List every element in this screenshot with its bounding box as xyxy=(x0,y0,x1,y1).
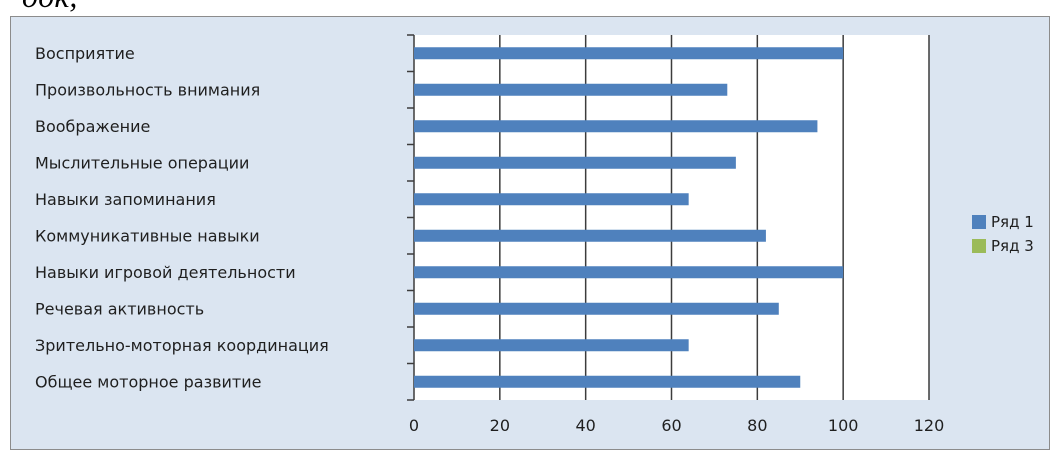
x-tick-label: 100 xyxy=(828,416,859,435)
legend-swatch xyxy=(972,215,986,229)
category-label: Общее моторное развитие xyxy=(35,372,261,391)
x-tick-label: 20 xyxy=(490,416,510,435)
bar-ryad-1 xyxy=(414,266,844,279)
category-label: Восприятие xyxy=(35,44,135,63)
category-label: Мыслительные операции xyxy=(35,153,249,172)
bar-ryad-1 xyxy=(414,375,801,388)
category-label: Произвольность внимания xyxy=(35,80,260,99)
bar-ryad-1 xyxy=(414,83,728,96)
category-label: Речевая активность xyxy=(35,299,204,318)
legend-label: Ряд 3 xyxy=(991,237,1034,255)
cropped-heading-fragment: ддк, xyxy=(22,0,77,15)
category-label: Навыки игровой деятельности xyxy=(35,263,296,282)
bar-ryad-1 xyxy=(414,339,689,352)
x-tick-label: 40 xyxy=(575,416,595,435)
x-tick-label: 60 xyxy=(661,416,681,435)
category-label: Коммуникативные навыки xyxy=(35,226,260,245)
category-label: Навыки запоминания xyxy=(35,190,216,209)
bar-ryad-1 xyxy=(414,156,736,169)
bar-ryad-1 xyxy=(414,229,766,242)
category-label: Воображение xyxy=(35,117,150,136)
bar-ryad-1 xyxy=(414,120,818,133)
x-tick-label: 120 xyxy=(914,416,945,435)
category-label: Зрительно-моторная координация xyxy=(35,336,329,355)
legend-swatch xyxy=(972,239,986,253)
bar-ryad-1 xyxy=(414,47,844,60)
bar-ryad-1 xyxy=(414,193,689,206)
x-tick-label: 80 xyxy=(747,416,767,435)
x-tick-label: 0 xyxy=(409,416,419,435)
legend-label: Ряд 1 xyxy=(991,213,1034,231)
bar-ryad-1 xyxy=(414,302,779,315)
